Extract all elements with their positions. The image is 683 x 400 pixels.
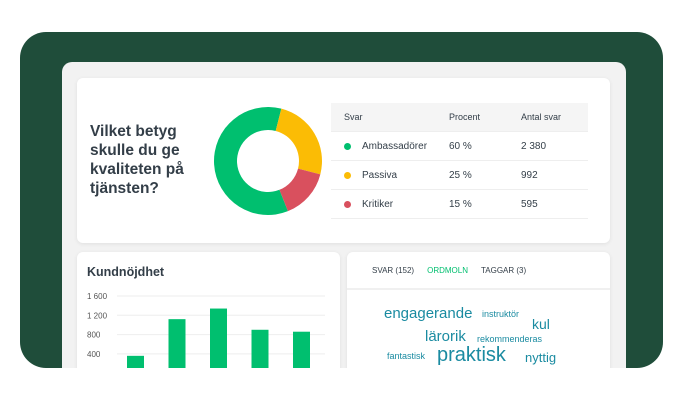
- row-count: 595: [521, 198, 538, 210]
- header-procent: Procent: [449, 112, 481, 122]
- header-svar: Svar: [344, 112, 363, 122]
- row-label: Kritiker: [362, 198, 394, 210]
- question-card: Vilket betyg skulle du ge kvaliteten på …: [77, 78, 610, 243]
- dashboard-panel: Vilket betyg skulle du ge kvaliteten på …: [62, 62, 626, 368]
- donut-slice-ambassadörer: [214, 107, 288, 215]
- tab-ordmoln[interactable]: ORDMOLN: [427, 265, 468, 275]
- word-lärorik: lärorik: [425, 328, 466, 345]
- background: Vilket betyg skulle du ge kvaliteten på …: [20, 32, 663, 368]
- row-count: 992: [521, 169, 538, 181]
- row-percent: 15 %: [449, 198, 472, 210]
- word-rekommenderas: rekommenderas: [477, 334, 543, 344]
- tab-svar[interactable]: SVAR (152): [372, 265, 415, 275]
- bar: [251, 329, 269, 368]
- question-title: Vilket betyg skulle du ge kvaliteten på …: [90, 123, 184, 197]
- legend-dot: [344, 171, 351, 179]
- y-tick-label: 1 600: [87, 292, 108, 301]
- chart-title: Kundnöjdhet: [87, 265, 165, 279]
- legend-dot: [344, 200, 351, 208]
- row-label: Passiva: [362, 169, 398, 181]
- bar: [293, 331, 310, 368]
- word-nyttig: nyttig: [525, 350, 557, 365]
- y-tick-label: 1 200: [87, 311, 108, 320]
- table-row: Ambassadörer 60 % 2 380: [331, 132, 588, 161]
- row-count: 2 380: [521, 140, 547, 152]
- y-tick-label: 800: [87, 331, 101, 340]
- word-praktisk: praktisk: [437, 344, 506, 366]
- bar: [127, 355, 144, 368]
- donut-slice-passiva: [275, 108, 322, 175]
- word-fantastisk: fantastisk: [387, 351, 426, 361]
- row-label: Ambassadörer: [362, 140, 428, 152]
- legend-dot: [344, 142, 351, 150]
- bar: [210, 308, 227, 368]
- row-percent: 60 %: [449, 140, 472, 152]
- donut-chart: [214, 107, 322, 215]
- header-antal: Antal svar: [521, 112, 562, 122]
- tab-taggar[interactable]: TAGGAR (3): [480, 265, 527, 275]
- satisfaction-card: Kundnöjdhet 1 600 1 200 800 400: [77, 252, 340, 368]
- results-table: Svar Procent Antal svar Ambassadörer 60 %…: [331, 103, 588, 219]
- table-row: Passiva 25 % 992: [331, 161, 588, 190]
- word-kul: kul: [532, 316, 550, 332]
- word-engagerande: engagerande: [384, 305, 473, 322]
- donut-slice-kritiker: [279, 168, 321, 212]
- tab-bar: SVAR (152) ORDMOLN TAGGAR (3): [347, 252, 610, 290]
- word-instruktör: instruktör: [482, 309, 520, 319]
- bar: [168, 319, 186, 368]
- word-cloud-card: SVAR (152) ORDMOLN TAGGAR (3) engagerande i…: [347, 252, 610, 368]
- table-row: Kritiker 15 % 595: [331, 190, 588, 219]
- bar-chart: 1 600 1 200 800 400: [87, 292, 325, 368]
- table-header: Svar Procent Antal svar: [331, 103, 588, 132]
- y-tick-label: 400: [87, 350, 101, 359]
- row-percent: 25 %: [449, 169, 472, 181]
